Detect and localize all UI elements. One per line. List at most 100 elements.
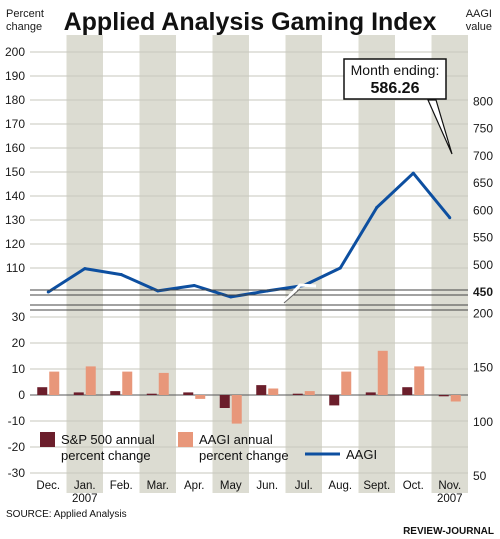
left-tick-label: 20 (12, 336, 26, 350)
month-label: Jul. (295, 480, 313, 492)
left-tick-label: 140 (5, 189, 25, 203)
month-label: Nov. (438, 480, 461, 492)
aagi-point (375, 206, 379, 210)
month-label: Aug. (328, 480, 352, 492)
left-tick-label: 200 (5, 45, 25, 59)
month-label: Mar. (147, 480, 169, 492)
credit-line: REVIEW-JOURNAL (403, 526, 494, 537)
aagi-point (338, 266, 342, 270)
callout-box (343, 58, 447, 100)
right-tick-label: 150 (473, 361, 493, 375)
bar-aagi-change (414, 366, 425, 395)
left-tick-label: 150 (5, 165, 25, 179)
bar-sp500 (146, 393, 157, 395)
legend: S&P 500 annual percent change AAGI annua… (40, 432, 377, 463)
legend-label-aagi-change-2: percent change (199, 448, 289, 463)
right-tick-label: 700 (473, 149, 493, 163)
right-axis-head-1: AAGI (466, 8, 492, 20)
bar-sp500 (365, 392, 376, 395)
left-axis-head-2: change (6, 21, 42, 33)
axis-break-top (30, 283, 468, 304)
left-tick-label: 130 (5, 213, 25, 227)
month-label: 2007 (72, 493, 98, 505)
bar-sp500 (402, 387, 413, 395)
month-label: 2007 (437, 493, 463, 505)
bar-sp500 (183, 392, 194, 395)
month-label: May (220, 480, 242, 492)
right-tick-label: 800 (473, 94, 493, 108)
bar-sp500 (256, 385, 267, 395)
left-tick-label: 190 (5, 69, 25, 83)
callout: Month ending: 586.26 (343, 58, 453, 155)
aagi-point (119, 273, 123, 277)
bar-sp500 (219, 395, 230, 408)
legend-label-aagi: AAGI (346, 447, 377, 462)
right-tick-label: 600 (473, 203, 493, 217)
bar-sp500 (438, 395, 449, 397)
left-tick-label: 0 (18, 388, 25, 402)
bar-aagi-change (341, 371, 352, 395)
left-axis-head-1: Percent (6, 8, 44, 20)
month-label: Dec. (36, 480, 60, 492)
callout-label: Month ending: (351, 62, 440, 78)
axis-break-bottom (30, 304, 468, 311)
left-tick-label: 110 (6, 261, 25, 275)
bar-aagi-change (450, 395, 461, 402)
right-tick-label: 200 (473, 307, 493, 321)
legend-label-sp500-2: percent change (61, 448, 151, 463)
aagi-point (411, 171, 415, 175)
right-axis-head-2: value (466, 21, 492, 33)
month-label: Sept. (363, 480, 390, 492)
right-tick-label: 50 (473, 469, 487, 483)
right-tick-label: 650 (473, 176, 493, 190)
bar-aagi-change (195, 395, 206, 399)
right-tick-label: 750 (473, 122, 493, 136)
callout-pointer (427, 99, 453, 155)
bar-aagi-change (85, 366, 96, 395)
source-note: SOURCE: Applied Analysis (6, 509, 127, 520)
left-tick-label: 160 (5, 141, 25, 155)
left-tick-label: 30 (12, 310, 26, 324)
column-band (176, 35, 213, 493)
left-tick-label: -30 (8, 466, 26, 480)
aagi-point (229, 295, 233, 299)
bar-aagi-change (231, 395, 242, 424)
bar-aagi-change (304, 391, 315, 395)
legend-label-aagi-change-1: AAGI annual (199, 432, 273, 447)
bar-sp500 (73, 392, 84, 395)
legend-label-sp500-1: S&P 500 annual (61, 432, 155, 447)
bar-aagi-change (377, 350, 388, 395)
callout-value: 586.26 (371, 80, 420, 97)
right-tick-label: 500 (473, 258, 493, 272)
bar-sp500 (110, 391, 121, 395)
column-band (249, 35, 286, 493)
chart-title: Applied Analysis Gaming Index (64, 8, 437, 36)
bar-aagi-change (122, 371, 133, 395)
column-band (395, 35, 432, 493)
aagi-line (47, 171, 451, 299)
bar-aagi-change (158, 372, 169, 395)
left-tick-label: -20 (8, 440, 26, 454)
month-label: Jan. (74, 480, 96, 492)
legend-swatch-sp500 (40, 432, 55, 447)
aagi-point (192, 283, 196, 287)
left-tick-label: 10 (12, 362, 26, 376)
aagi-point (46, 290, 50, 294)
month-label: Apr. (184, 480, 204, 492)
bar-sp500 (292, 393, 303, 395)
bar-sp500 (37, 387, 48, 395)
bar-aagi-change (268, 388, 279, 395)
column-band (322, 35, 359, 493)
month-label: Jun. (256, 480, 278, 492)
month-label: Feb. (110, 480, 133, 492)
aagi-point (448, 216, 452, 220)
legend-swatch-aagi-change (178, 432, 193, 447)
bar-sp500 (329, 395, 340, 406)
right-tick-label: 450 (473, 285, 493, 299)
right-tick-label: 100 (473, 415, 493, 429)
column-band (103, 35, 140, 493)
bar-aagi-change (49, 371, 60, 395)
right-tick-label: 550 (473, 231, 493, 245)
left-tick-label: 180 (5, 93, 25, 107)
